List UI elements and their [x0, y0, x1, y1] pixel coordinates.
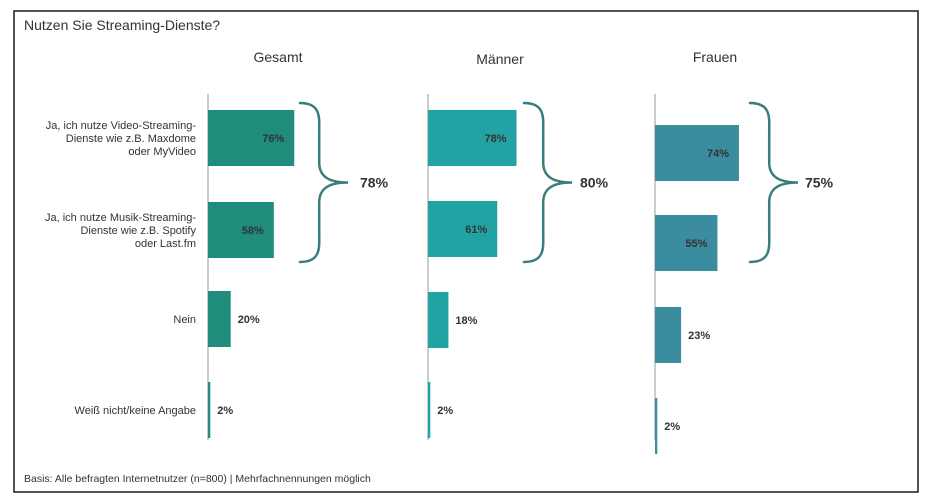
bar: [208, 202, 274, 258]
bar: [208, 110, 295, 166]
group-total-label: 80%: [580, 175, 609, 191]
bar: [428, 382, 431, 438]
group-brace: [748, 101, 799, 264]
category-label: Weiß nicht/keine Angabe: [75, 405, 196, 417]
chart-footnote: Basis: Alle befragten Internetnutzer (n=…: [24, 473, 371, 485]
group-brace: [522, 101, 573, 264]
bar-value-label: 18%: [455, 315, 477, 327]
bar: [655, 398, 658, 454]
bar-value-label: 78%: [484, 133, 506, 145]
bar-value-label: 76%: [262, 133, 284, 145]
bar: [428, 110, 517, 166]
bar-value-label: 2%: [437, 405, 453, 417]
chart-panels: Gesamt 76% 58% 20% 2% 78% Männer 78% 61% 18% 2% 80%…: [207, 49, 834, 454]
group-total-label: 78%: [360, 175, 389, 191]
group-brace: [298, 101, 349, 264]
bar-value-label: 74%: [707, 148, 729, 160]
panel-header: Frauen: [693, 49, 737, 65]
panel-2: Frauen 74% 55% 23% 2% 75%: [654, 49, 834, 454]
panel-1: Männer 78% 61% 18% 2% 80%: [427, 51, 609, 440]
category-label: Nein: [173, 314, 196, 326]
bar: [208, 291, 231, 347]
bar: [655, 125, 739, 181]
bar: [208, 382, 211, 438]
group-total-label: 75%: [805, 175, 834, 191]
bar-value-label: 23%: [688, 330, 710, 342]
bar-value-label: 2%: [217, 405, 233, 417]
chart-title: Nutzen Sie Streaming-Dienste?: [24, 17, 220, 33]
category-labels: Ja, ich nutze Video-Streaming-Dienste wi…: [45, 120, 196, 417]
bar-value-label: 55%: [685, 238, 707, 250]
panel-0: Gesamt 76% 58% 20% 2% 78%: [207, 49, 389, 440]
bar-value-label: 58%: [242, 225, 264, 237]
bar: [428, 292, 449, 348]
panel-header: Gesamt: [253, 49, 302, 65]
bar: [655, 215, 718, 271]
panel-header: Männer: [476, 51, 524, 67]
bar-value-label: 2%: [664, 421, 680, 433]
bar: [655, 307, 682, 363]
bar-value-label: 20%: [238, 314, 260, 326]
bar: [428, 201, 498, 257]
category-label: Ja, ich nutze Musik-Streaming-Dienste wi…: [45, 212, 196, 250]
bar-value-label: 61%: [465, 224, 487, 236]
category-label: Ja, ich nutze Video-Streaming-Dienste wi…: [46, 120, 197, 158]
